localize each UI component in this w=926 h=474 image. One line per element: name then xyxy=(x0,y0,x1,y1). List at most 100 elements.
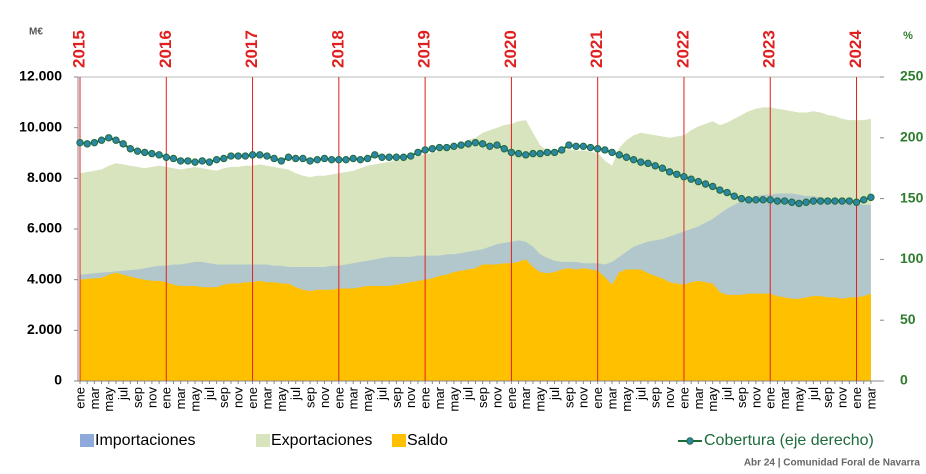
line-marker xyxy=(435,143,444,152)
line-marker xyxy=(651,162,659,170)
x-tick-label: ene xyxy=(763,387,778,409)
x-tick-label: sep xyxy=(303,387,318,408)
y-tick-label: 0 xyxy=(54,372,62,388)
line-marker xyxy=(507,148,516,157)
y2-axis-unit: % xyxy=(903,30,913,42)
line-marker xyxy=(392,153,401,161)
line-marker xyxy=(680,173,688,181)
line-marker xyxy=(141,148,149,157)
line-marker xyxy=(198,157,206,165)
x-tick-label: mar xyxy=(777,386,792,409)
line-marker xyxy=(522,151,530,159)
line-marker xyxy=(579,142,587,151)
line-marker xyxy=(277,157,286,165)
line-marker xyxy=(644,159,652,168)
line-marker xyxy=(730,192,738,200)
x-tick-label: may xyxy=(705,387,720,412)
line-marker xyxy=(363,154,372,163)
line-marker xyxy=(169,154,178,163)
x-tick-label: nov xyxy=(748,387,763,408)
line-marker xyxy=(601,146,609,154)
legend-label: Cobertura (eje derecho) xyxy=(704,432,874,449)
x-tick-label: mar xyxy=(173,386,188,409)
line-marker xyxy=(565,141,573,149)
x-tick-label: may xyxy=(446,387,461,412)
line-marker xyxy=(414,148,422,157)
line-marker xyxy=(558,146,566,154)
legend-label: Saldo xyxy=(407,432,448,449)
line-marker xyxy=(737,194,746,203)
line-marker xyxy=(809,197,818,205)
year-label: 2018 xyxy=(328,30,347,68)
line-marker xyxy=(723,188,731,197)
line-marker xyxy=(500,145,508,153)
line-marker xyxy=(349,154,357,163)
line-marker xyxy=(299,154,307,163)
x-tick-label: mar xyxy=(432,386,447,409)
footer: Abr 24 | Comunidad Foral de Navarra xyxy=(744,458,921,469)
line-marker xyxy=(148,149,156,158)
line-marker xyxy=(471,138,480,147)
line-marker xyxy=(442,143,451,152)
line-marker xyxy=(407,152,415,160)
line-marker xyxy=(133,147,142,155)
y2-tick-label: 150 xyxy=(900,189,924,205)
line-marker xyxy=(802,198,810,206)
line-marker xyxy=(76,138,84,147)
line-marker xyxy=(665,168,674,176)
line-marker xyxy=(378,153,386,161)
x-tick-label: ene xyxy=(72,387,87,409)
x-tick-label: sep xyxy=(389,387,404,408)
line-marker xyxy=(795,199,803,208)
x-tick-label: jul xyxy=(374,387,389,401)
x-tick-label: mar xyxy=(518,386,533,409)
line-marker xyxy=(320,154,329,163)
line-marker xyxy=(788,198,796,206)
line-marker xyxy=(867,193,875,202)
line-marker xyxy=(335,155,343,164)
line-marker xyxy=(176,157,185,165)
line-marker xyxy=(637,158,645,166)
x-tick-label: ene xyxy=(331,387,346,409)
x-tick-label: mar xyxy=(604,386,619,409)
line-marker xyxy=(112,136,120,144)
year-label: 2021 xyxy=(587,30,606,68)
line-marker xyxy=(327,155,336,164)
line-marker xyxy=(90,138,99,147)
line-marker xyxy=(184,157,192,165)
line-marker xyxy=(371,151,379,159)
line-marker xyxy=(586,143,595,152)
legend-label: Importaciones xyxy=(95,432,196,449)
line-marker xyxy=(493,141,501,149)
line-marker xyxy=(744,196,753,204)
x-tick-label: may xyxy=(533,387,548,412)
line-marker xyxy=(486,142,494,151)
x-tick-label: jul xyxy=(288,387,303,401)
legend-swatch xyxy=(392,434,406,447)
line-marker xyxy=(464,140,472,148)
legend-swatch xyxy=(256,434,270,447)
x-tick-label: mar xyxy=(259,386,274,409)
y-tick-label: 12.000 xyxy=(19,68,62,84)
line-marker xyxy=(593,145,602,153)
x-tick-label: sep xyxy=(216,387,231,408)
line-marker xyxy=(313,155,321,164)
line-marker xyxy=(622,153,631,161)
line-marker xyxy=(457,141,465,149)
line-marker xyxy=(306,157,314,165)
line-marker xyxy=(270,154,278,163)
line-marker xyxy=(608,148,616,157)
line-marker xyxy=(399,153,408,161)
line-marker xyxy=(421,146,429,154)
line-marker xyxy=(478,140,487,148)
legend-marker xyxy=(686,437,694,445)
line-marker xyxy=(701,180,710,188)
line-marker xyxy=(97,136,106,144)
x-tick-label: ene xyxy=(245,387,260,409)
line-marker xyxy=(126,145,135,153)
line-marker xyxy=(241,152,250,160)
line-marker xyxy=(543,148,552,157)
year-label: 2015 xyxy=(69,30,88,68)
line-marker xyxy=(673,170,681,178)
x-tick-label: may xyxy=(101,387,116,412)
